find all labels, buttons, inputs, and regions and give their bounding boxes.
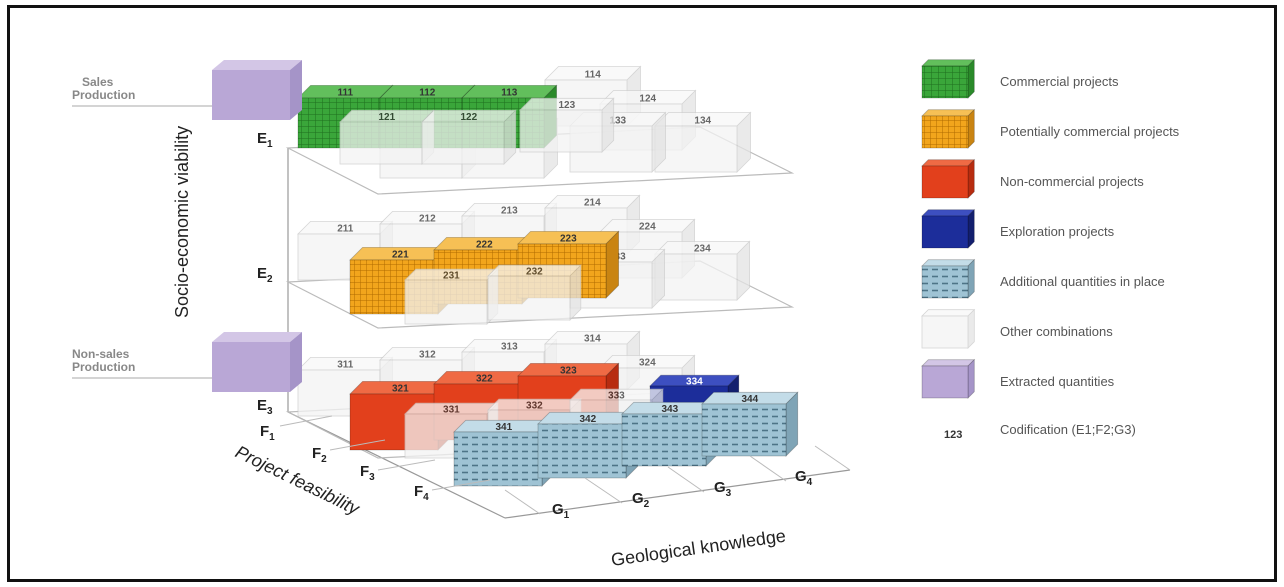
- cube-code-label: 124: [639, 93, 656, 104]
- g-level-4: G4: [795, 468, 813, 488]
- cube-code-label: 113: [501, 88, 518, 99]
- cube-232: 232: [487, 264, 582, 321]
- cube-code-label: 321: [392, 384, 409, 395]
- depth-axis-title: Project feasibility: [232, 442, 363, 520]
- f-level-3: F3: [360, 463, 375, 483]
- nonsales-label-line1: Non-sales: [72, 347, 130, 361]
- f-level-1: F1: [260, 423, 275, 443]
- f-tick-lines: [279, 415, 491, 491]
- cube-code-label: 334: [686, 377, 703, 388]
- legend-swatch-additional-quantities-in-place: [921, 258, 976, 299]
- cube-code-label: 341: [496, 422, 513, 433]
- cube-code-label: 221: [392, 250, 409, 261]
- legend-swatch-potentially-commercial-projects: [921, 108, 976, 149]
- cube-code-label: 322: [476, 374, 493, 385]
- e-level-2: E2: [257, 265, 273, 285]
- cube-231: 231: [404, 268, 499, 325]
- cube-code-label: 213: [501, 206, 518, 217]
- f-level-2: F2: [312, 445, 327, 465]
- cube-code-label: 342: [580, 414, 597, 425]
- cube-code-label: 232: [526, 267, 543, 278]
- legend-swatch-other-combinations: [921, 308, 976, 349]
- horizontal-axis-title: Geological knowledge: [610, 526, 787, 570]
- cube-code-label: 231: [443, 271, 460, 282]
- legend-label-non-commercial-projects: Non-commercial projects: [1000, 174, 1144, 189]
- g-level-1: G1: [552, 501, 570, 521]
- cube-code-label: 331: [443, 405, 460, 416]
- legend: Commercial projects Potentially commercia…: [921, 58, 1180, 441]
- cube-134: 134: [654, 111, 752, 173]
- cube-code-label: 112: [419, 88, 436, 99]
- cube-code-label: 123: [559, 100, 576, 111]
- cube-code-label: 111: [338, 88, 354, 99]
- legend-swatch-extracted-quantities: [921, 358, 976, 399]
- cube-code-label: 122: [461, 112, 478, 123]
- cube-code-label: 224: [639, 222, 656, 233]
- cube-code-label: 313: [501, 342, 518, 353]
- cube-code-label: 311: [337, 360, 354, 371]
- cube-code-label: 333: [608, 391, 625, 402]
- legend-swatch-commercial-projects: [921, 58, 976, 99]
- f-axis-labels: F1 F2 F3 F4: [260, 423, 429, 503]
- e-axis-labels: E1 E2 E3: [257, 130, 273, 417]
- cube-code-label: 332: [526, 401, 543, 412]
- sales-label-line1: Sales: [82, 75, 114, 89]
- cube-code-label: 211: [337, 224, 354, 235]
- g-level-3: G3: [714, 479, 732, 499]
- cube-code-label: 314: [584, 334, 601, 345]
- cube-code-label: 121: [379, 112, 396, 123]
- cube-code-label: 222: [476, 240, 493, 251]
- cube-344: 344: [701, 391, 799, 457]
- sales-label-line2: Production: [72, 88, 135, 102]
- cube-code-label: 214: [584, 198, 601, 209]
- e-level-1: E1: [257, 130, 273, 150]
- cube-code-label: 223: [560, 234, 577, 245]
- e-level-3: E3: [257, 397, 273, 417]
- cube-code-label: 134: [694, 115, 711, 126]
- legend-label-potentially-commercial-projects: Potentially commercial projects: [1000, 124, 1180, 139]
- legend-label-exploration-projects: Exploration projects: [1000, 224, 1115, 239]
- legend-label-commercial-projects: Commercial projects: [1000, 74, 1119, 89]
- cube-122: 122: [421, 109, 517, 165]
- cube-grid: 1141241341311321331111121131211221232112…: [297, 65, 799, 487]
- cube-234: 234: [654, 240, 751, 301]
- cube-343: 343: [621, 401, 719, 467]
- legend-swatch-non-commercial-projects: [921, 158, 976, 199]
- nonsales-production-cube: [212, 332, 302, 392]
- legend-label-other-combinations: Other combinations: [1000, 324, 1113, 339]
- cube-121: 121: [339, 109, 435, 165]
- codification-label: Codification (E1;F2;G3): [1000, 422, 1136, 437]
- cube-code-label: 344: [742, 394, 759, 405]
- cube-code-label: 323: [560, 366, 577, 377]
- g-axis-labels: G1 G2 G3 G4: [552, 468, 813, 521]
- cube-code-label: 133: [609, 115, 626, 126]
- g-level-2: G2: [632, 490, 650, 510]
- legend-label-additional-quantities-in-place: Additional quantities in place: [1000, 274, 1165, 289]
- cube-code-label: 324: [639, 358, 656, 369]
- nonsales-label-line2: Production: [72, 360, 135, 374]
- sales-production-cube: [212, 60, 302, 120]
- cube-code-label: 234: [694, 244, 711, 255]
- f-level-4: F4: [414, 483, 429, 503]
- legend-swatch-exploration-projects: [921, 208, 976, 249]
- vertical-axis-title: Socio-economic viability: [172, 126, 192, 318]
- legend-label-extracted-quantities: Extracted quantities: [1000, 374, 1115, 389]
- cube-123: 123: [519, 97, 615, 153]
- cube-code-label: 343: [662, 404, 679, 415]
- cube-code-label: 114: [585, 69, 602, 80]
- codification-example: 123: [944, 429, 962, 441]
- cube-code-label: 212: [419, 214, 436, 225]
- cube-code-label: 312: [419, 350, 436, 361]
- g-tick-lines: [504, 445, 851, 515]
